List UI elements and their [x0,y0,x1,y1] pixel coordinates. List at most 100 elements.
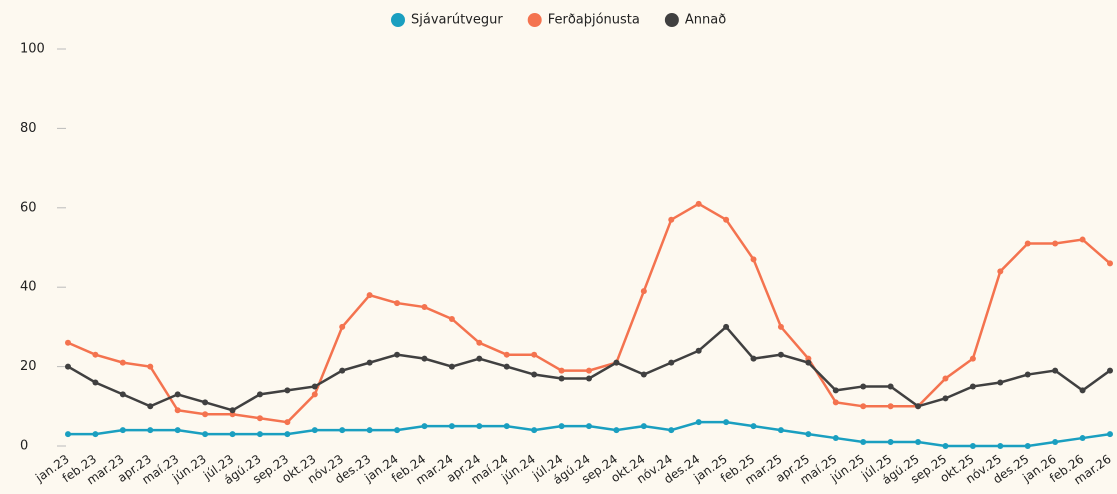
data-point [1107,260,1113,267]
data-point [558,423,565,430]
data-point [969,443,976,449]
data-point [586,367,592,374]
data-point [92,431,99,438]
data-point [613,427,620,434]
data-point [1024,240,1031,247]
data-point [476,339,483,346]
data-point [777,351,784,358]
data-point [887,383,894,390]
data-point [476,355,483,362]
data-point [586,375,592,382]
data-point [613,359,620,366]
data-point [723,216,730,223]
data-point [65,339,71,346]
data-point [640,423,647,430]
data-point [421,423,428,430]
y-tick-label: 0 [20,439,28,454]
data-point [284,419,291,426]
data-point [119,391,126,398]
data-point [256,415,263,422]
data-point [339,323,346,330]
data-point [1052,367,1059,374]
legend-swatch [391,13,405,27]
data-point [503,351,510,358]
data-point [394,427,401,434]
data-point [805,359,812,366]
data-point [421,304,428,311]
data-point [668,359,675,366]
data-point [887,403,894,410]
data-point [1024,371,1031,378]
data-point [531,351,538,358]
data-point [394,300,401,307]
data-point [503,363,510,370]
data-point [1079,387,1086,394]
data-point [1024,443,1031,449]
data-point [448,423,455,430]
data-point [860,439,867,446]
data-point [969,383,976,390]
data-point [887,439,894,446]
data-point [339,367,346,374]
data-point [256,431,263,438]
data-point [531,371,538,378]
data-point [695,347,702,354]
data-point [586,423,592,430]
data-point [640,371,647,378]
data-point [202,399,209,406]
data-point [448,315,455,322]
data-point [723,419,730,426]
data-point [311,427,318,434]
data-point [915,403,922,410]
data-point [202,411,209,418]
data-point [366,292,373,299]
data-point [366,427,373,434]
data-point [997,379,1004,386]
data-point [1107,431,1113,438]
data-point [942,395,949,402]
data-point [558,367,565,374]
data-point [421,355,428,362]
data-point [750,256,757,263]
data-point [311,383,318,390]
data-point [311,391,318,398]
data-point [723,323,730,330]
data-point [531,427,538,434]
data-point [1107,367,1113,374]
data-point [969,355,976,362]
data-point [695,419,702,426]
data-point [147,403,154,410]
y-tick-label: 80 [20,121,37,136]
data-point [284,387,291,394]
data-point [394,351,401,358]
data-point [1052,439,1059,446]
data-point [668,216,675,223]
data-point [668,427,675,434]
data-point [750,355,757,362]
series-line [67,202,1111,424]
data-point [65,431,71,438]
data-point [229,407,236,414]
data-point [860,383,867,390]
data-point [640,288,647,295]
legend-label: Annað [685,13,726,28]
data-point [558,375,565,382]
legend: Sjávarútvegur Ferðaþjónusta Annað [391,13,726,28]
data-point [229,431,236,438]
data-point [284,431,291,438]
data-point [147,363,154,370]
data-point [1079,236,1086,243]
y-tick-label: 40 [20,280,37,295]
data-point [860,403,867,410]
data-point [1052,240,1059,247]
data-point [476,423,483,430]
data-point [997,268,1004,275]
data-point [832,435,839,442]
data-point [503,423,510,430]
data-point [366,359,373,366]
data-point [777,323,784,330]
y-tick-label: 60 [20,200,37,215]
data-point [942,443,949,449]
data-point [92,351,99,358]
